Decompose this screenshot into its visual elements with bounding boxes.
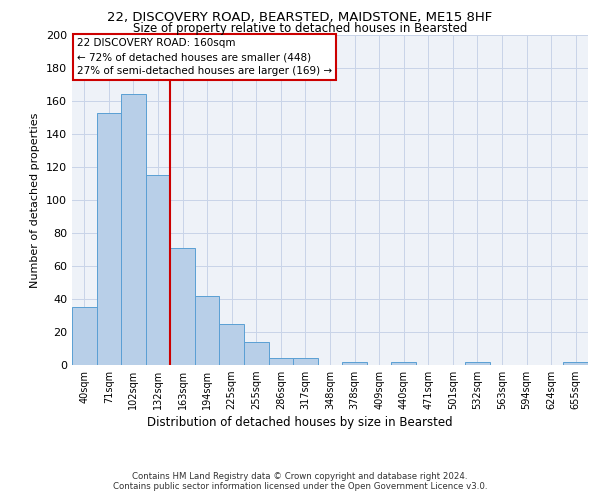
- Bar: [391, 362, 416, 365]
- Bar: [146, 176, 170, 365]
- Bar: [563, 362, 588, 365]
- Bar: [293, 358, 318, 365]
- Y-axis label: Number of detached properties: Number of detached properties: [31, 112, 40, 288]
- Bar: [97, 112, 121, 365]
- Bar: [170, 248, 195, 365]
- Bar: [269, 358, 293, 365]
- Bar: [195, 296, 220, 365]
- Text: Contains public sector information licensed under the Open Government Licence v3: Contains public sector information licen…: [113, 482, 487, 491]
- Text: Distribution of detached houses by size in Bearsted: Distribution of detached houses by size …: [147, 416, 453, 429]
- Text: Contains HM Land Registry data © Crown copyright and database right 2024.: Contains HM Land Registry data © Crown c…: [132, 472, 468, 481]
- Bar: [121, 94, 146, 365]
- Text: 22 DISCOVERY ROAD: 160sqm
← 72% of detached houses are smaller (448)
27% of semi: 22 DISCOVERY ROAD: 160sqm ← 72% of detac…: [77, 38, 332, 76]
- Bar: [465, 362, 490, 365]
- Text: Size of property relative to detached houses in Bearsted: Size of property relative to detached ho…: [133, 22, 467, 35]
- Bar: [342, 362, 367, 365]
- Bar: [244, 342, 269, 365]
- Bar: [220, 324, 244, 365]
- Text: 22, DISCOVERY ROAD, BEARSTED, MAIDSTONE, ME15 8HF: 22, DISCOVERY ROAD, BEARSTED, MAIDSTONE,…: [107, 11, 493, 24]
- Bar: [72, 307, 97, 365]
